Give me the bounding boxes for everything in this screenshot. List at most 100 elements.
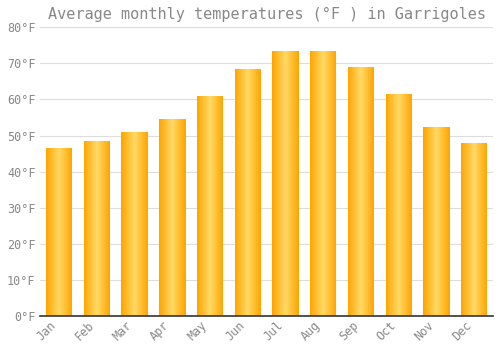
Bar bbox=[147, 132, 148, 316]
Bar bbox=[90, 141, 91, 316]
Bar bbox=[435, 127, 436, 316]
Bar bbox=[463, 143, 464, 316]
Bar bbox=[402, 94, 404, 316]
Bar bbox=[439, 127, 440, 316]
Bar bbox=[220, 96, 222, 316]
Bar bbox=[251, 69, 252, 316]
Bar bbox=[160, 119, 161, 316]
Bar bbox=[56, 148, 57, 316]
Bar bbox=[99, 141, 100, 316]
Bar bbox=[254, 69, 255, 316]
Bar bbox=[322, 51, 324, 316]
Bar bbox=[168, 119, 169, 316]
Bar bbox=[246, 69, 247, 316]
Bar bbox=[484, 143, 485, 316]
Bar bbox=[332, 51, 333, 316]
Bar bbox=[210, 96, 212, 316]
Bar bbox=[392, 94, 393, 316]
Bar bbox=[389, 94, 390, 316]
Bar bbox=[387, 94, 388, 316]
Bar bbox=[161, 119, 162, 316]
Bar bbox=[92, 141, 93, 316]
Bar bbox=[318, 51, 320, 316]
Bar bbox=[350, 67, 351, 316]
Bar bbox=[130, 132, 132, 316]
Bar bbox=[428, 127, 429, 316]
Bar bbox=[240, 69, 241, 316]
Bar bbox=[471, 143, 472, 316]
Bar bbox=[371, 67, 372, 316]
Bar bbox=[52, 148, 53, 316]
Bar bbox=[429, 127, 430, 316]
Bar bbox=[212, 96, 214, 316]
Bar bbox=[245, 69, 246, 316]
Bar bbox=[86, 141, 87, 316]
Bar bbox=[184, 119, 185, 316]
Bar bbox=[469, 143, 470, 316]
Bar bbox=[128, 132, 130, 316]
Bar bbox=[404, 94, 406, 316]
Bar bbox=[96, 141, 97, 316]
Bar bbox=[253, 69, 254, 316]
Bar bbox=[293, 51, 294, 316]
Bar bbox=[238, 69, 239, 316]
Bar bbox=[285, 51, 286, 316]
Bar bbox=[259, 69, 260, 316]
Bar bbox=[167, 119, 168, 316]
Bar bbox=[282, 51, 283, 316]
Bar bbox=[272, 51, 273, 316]
Bar bbox=[218, 96, 220, 316]
Bar bbox=[464, 143, 465, 316]
Bar bbox=[462, 143, 463, 316]
Bar bbox=[239, 69, 240, 316]
Bar bbox=[288, 51, 289, 316]
Bar bbox=[250, 69, 251, 316]
Bar bbox=[287, 51, 288, 316]
Bar bbox=[357, 67, 358, 316]
Bar bbox=[252, 69, 253, 316]
Bar bbox=[352, 67, 353, 316]
Bar bbox=[408, 94, 410, 316]
Bar bbox=[62, 148, 63, 316]
Bar bbox=[364, 67, 365, 316]
Bar bbox=[437, 127, 438, 316]
Bar bbox=[171, 119, 172, 316]
Bar bbox=[449, 127, 450, 316]
Bar bbox=[485, 143, 486, 316]
Bar bbox=[179, 119, 180, 316]
Bar bbox=[477, 143, 478, 316]
Bar bbox=[395, 94, 396, 316]
Bar bbox=[159, 119, 160, 316]
Bar bbox=[51, 148, 52, 316]
Bar bbox=[101, 141, 102, 316]
Bar bbox=[249, 69, 250, 316]
Bar bbox=[351, 67, 352, 316]
Bar bbox=[327, 51, 328, 316]
Bar bbox=[296, 51, 297, 316]
Bar bbox=[95, 141, 96, 316]
Bar bbox=[443, 127, 444, 316]
Bar bbox=[53, 148, 54, 316]
Bar bbox=[481, 143, 482, 316]
Bar bbox=[426, 127, 427, 316]
Bar bbox=[361, 67, 362, 316]
Bar bbox=[163, 119, 164, 316]
Bar bbox=[310, 51, 312, 316]
Bar bbox=[474, 143, 475, 316]
Bar bbox=[427, 127, 428, 316]
Bar bbox=[98, 141, 99, 316]
Bar bbox=[103, 141, 104, 316]
Bar bbox=[54, 148, 55, 316]
Bar bbox=[185, 119, 186, 316]
Bar bbox=[91, 141, 92, 316]
Bar bbox=[368, 67, 369, 316]
Bar bbox=[248, 69, 249, 316]
Bar bbox=[206, 96, 207, 316]
Bar bbox=[200, 96, 201, 316]
Bar bbox=[329, 51, 330, 316]
Bar bbox=[434, 127, 435, 316]
Bar bbox=[176, 119, 177, 316]
Bar bbox=[298, 51, 299, 316]
Bar bbox=[94, 141, 95, 316]
Bar bbox=[199, 96, 200, 316]
